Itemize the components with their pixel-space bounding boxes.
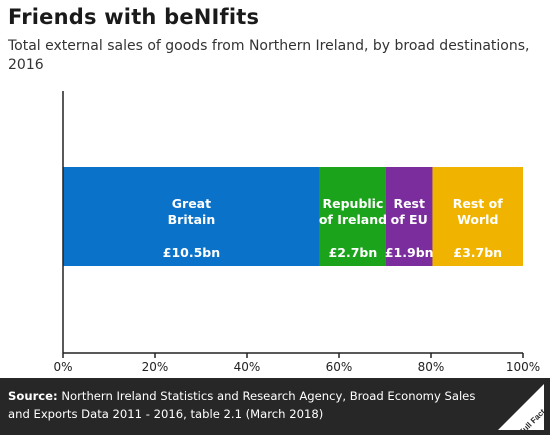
chart-title: Friends with beNIfits	[8, 5, 260, 29]
bar-segment-0	[63, 167, 320, 266]
segment-label-3-0: Rest of	[453, 196, 503, 211]
bar-segment-2	[385, 167, 433, 266]
segment-value-label-1: £2.7bn	[329, 245, 378, 260]
chart-subtitle: Total external sales of goods from North…	[8, 38, 530, 73]
segment-label-0-0: Great	[172, 196, 211, 211]
full-fact-logo: Full Fact	[498, 384, 544, 430]
source-label: Source:	[8, 389, 58, 403]
segment-label-1-1: of Ireland	[319, 212, 387, 227]
segment-label-2-1: of EU	[391, 212, 428, 227]
segment-value-label-2: £1.9bn	[385, 245, 434, 260]
x-tick-label-4: 80%	[418, 360, 445, 374]
bar-segment-3	[432, 167, 523, 266]
x-tick-label-3: 60%	[326, 360, 353, 374]
segment-label-3-1: World	[457, 212, 498, 227]
footer: Source: Northern Ireland Statistics and …	[0, 378, 550, 435]
segment-label-0-1: Britain	[168, 212, 216, 227]
segment-value-label-0: £10.5bn	[163, 245, 220, 260]
bar-segment-1	[319, 167, 386, 266]
x-tick-label-1: 20%	[142, 360, 169, 374]
segment-value-label-3: £3.7bn	[453, 245, 502, 260]
segment-label-2-0: Rest	[393, 196, 425, 211]
x-tick-label-2: 40%	[234, 360, 261, 374]
x-tick-label-0: 0%	[53, 360, 72, 374]
x-tick-label-5: 100%	[506, 360, 540, 374]
source-text: Northern Ireland Statistics and Research…	[8, 389, 476, 421]
segment-label-1-0: Republic	[323, 196, 384, 211]
source-note: Source: Northern Ireland Statistics and …	[8, 387, 488, 423]
